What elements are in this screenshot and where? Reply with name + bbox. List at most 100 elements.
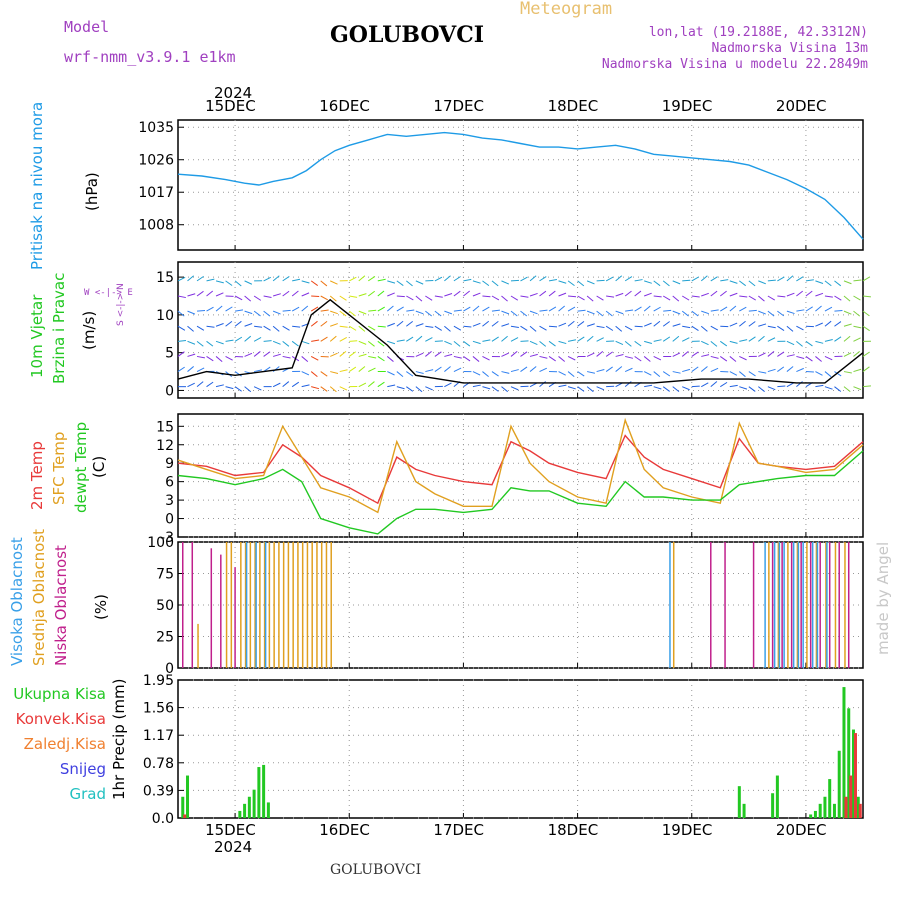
wind-barb <box>320 280 328 287</box>
wind-barb <box>815 305 822 312</box>
wind-barb <box>834 321 842 327</box>
day-label-top: 16DEC <box>319 97 370 115</box>
wind-barb <box>586 310 595 315</box>
tick-label-y: -3 <box>160 530 174 546</box>
precip-bar <box>186 775 190 818</box>
wind-barb <box>586 335 594 342</box>
wind-barb <box>615 310 624 315</box>
precip-bar <box>257 767 261 818</box>
wind-barb <box>310 280 318 286</box>
wind-barb <box>767 295 776 301</box>
wind-barb <box>348 325 357 331</box>
wind-barb <box>196 367 205 373</box>
wind-barb <box>491 371 499 377</box>
wind-barb <box>282 290 290 297</box>
precip-bar <box>828 779 832 818</box>
wind-barb <box>653 295 662 298</box>
wind-barb <box>729 384 738 388</box>
wind-barb <box>263 310 271 317</box>
wind-barb <box>624 367 633 373</box>
wind-barb <box>720 381 728 388</box>
wind-barb <box>805 290 813 297</box>
wind-barb <box>482 306 490 312</box>
wind-barb <box>491 336 499 342</box>
precip-bar <box>809 814 813 818</box>
wind-barb <box>367 381 375 388</box>
wind-barb <box>177 351 185 357</box>
wind-barb <box>472 280 481 284</box>
wind-barb <box>634 340 642 347</box>
wind-barb <box>672 280 681 285</box>
wind-barb <box>720 306 728 312</box>
wind-barb <box>187 353 196 357</box>
wind-barb <box>434 351 442 357</box>
wind-barb <box>501 310 510 315</box>
wind-barb <box>586 386 594 393</box>
wind-barb <box>681 350 689 357</box>
wind-barb <box>415 323 424 327</box>
wind-barb <box>491 280 499 287</box>
wind-barb <box>634 306 642 312</box>
wind-barb <box>786 292 795 297</box>
wind-barb <box>539 309 548 312</box>
wind-barb <box>301 371 310 376</box>
wind-barb <box>472 384 481 388</box>
wind-barb <box>748 386 756 392</box>
wind-barb <box>234 320 242 327</box>
wind-barb <box>253 336 262 342</box>
wind-barb <box>339 337 347 342</box>
wind-barb <box>862 310 870 317</box>
wind-barb <box>748 295 756 301</box>
wind-barb <box>244 386 252 393</box>
wind-barb <box>824 306 833 312</box>
pressure-line <box>177 131 864 240</box>
wind-barb <box>539 276 547 282</box>
wind-barb <box>330 371 339 375</box>
wind-barb <box>701 354 710 357</box>
wind-barb <box>853 310 861 317</box>
wind-barb <box>510 337 519 342</box>
wind-barb <box>567 320 575 327</box>
wind-barb <box>662 321 670 327</box>
wind-barb <box>529 325 537 332</box>
precip-bar <box>851 729 855 818</box>
wind-barb <box>577 295 585 301</box>
wind-barb <box>596 279 605 282</box>
wind-barb <box>691 325 699 331</box>
wind-barb <box>529 340 538 345</box>
precip-bar <box>818 803 822 818</box>
wind-barb <box>691 366 699 372</box>
wind-barb <box>710 290 718 297</box>
wind-barb <box>720 279 729 282</box>
precip-bar <box>742 803 746 818</box>
wind-barb <box>843 335 851 342</box>
wind-barb <box>225 280 233 286</box>
wind-barb <box>472 371 481 376</box>
wind-barb <box>196 381 204 388</box>
wind-barb <box>292 325 301 328</box>
tick-label-y: 25 <box>156 630 174 646</box>
wind-barb <box>301 292 310 297</box>
wind-barb <box>206 290 214 297</box>
wind-barb <box>815 384 824 388</box>
wind-barb <box>501 335 508 342</box>
wind-barb <box>606 295 615 298</box>
wind-barb <box>482 339 491 342</box>
tick-label-y: 1.17 <box>143 728 174 744</box>
wind-barb <box>291 290 299 297</box>
wind-barb <box>301 280 310 284</box>
wind-barb <box>577 280 585 287</box>
wind-barb <box>834 310 843 312</box>
wind-barb <box>767 386 776 391</box>
wind-barb <box>605 366 613 372</box>
wind-barb <box>491 321 499 327</box>
wind-barb <box>786 325 794 332</box>
wind-barb <box>282 276 290 282</box>
wind-barb <box>805 279 814 282</box>
wind-barb <box>339 351 347 357</box>
wind-barb <box>767 325 776 329</box>
wind-barb <box>549 325 558 328</box>
model-label: Model <box>64 18 110 36</box>
wind-barb <box>577 336 585 342</box>
wind-barb <box>377 356 385 362</box>
